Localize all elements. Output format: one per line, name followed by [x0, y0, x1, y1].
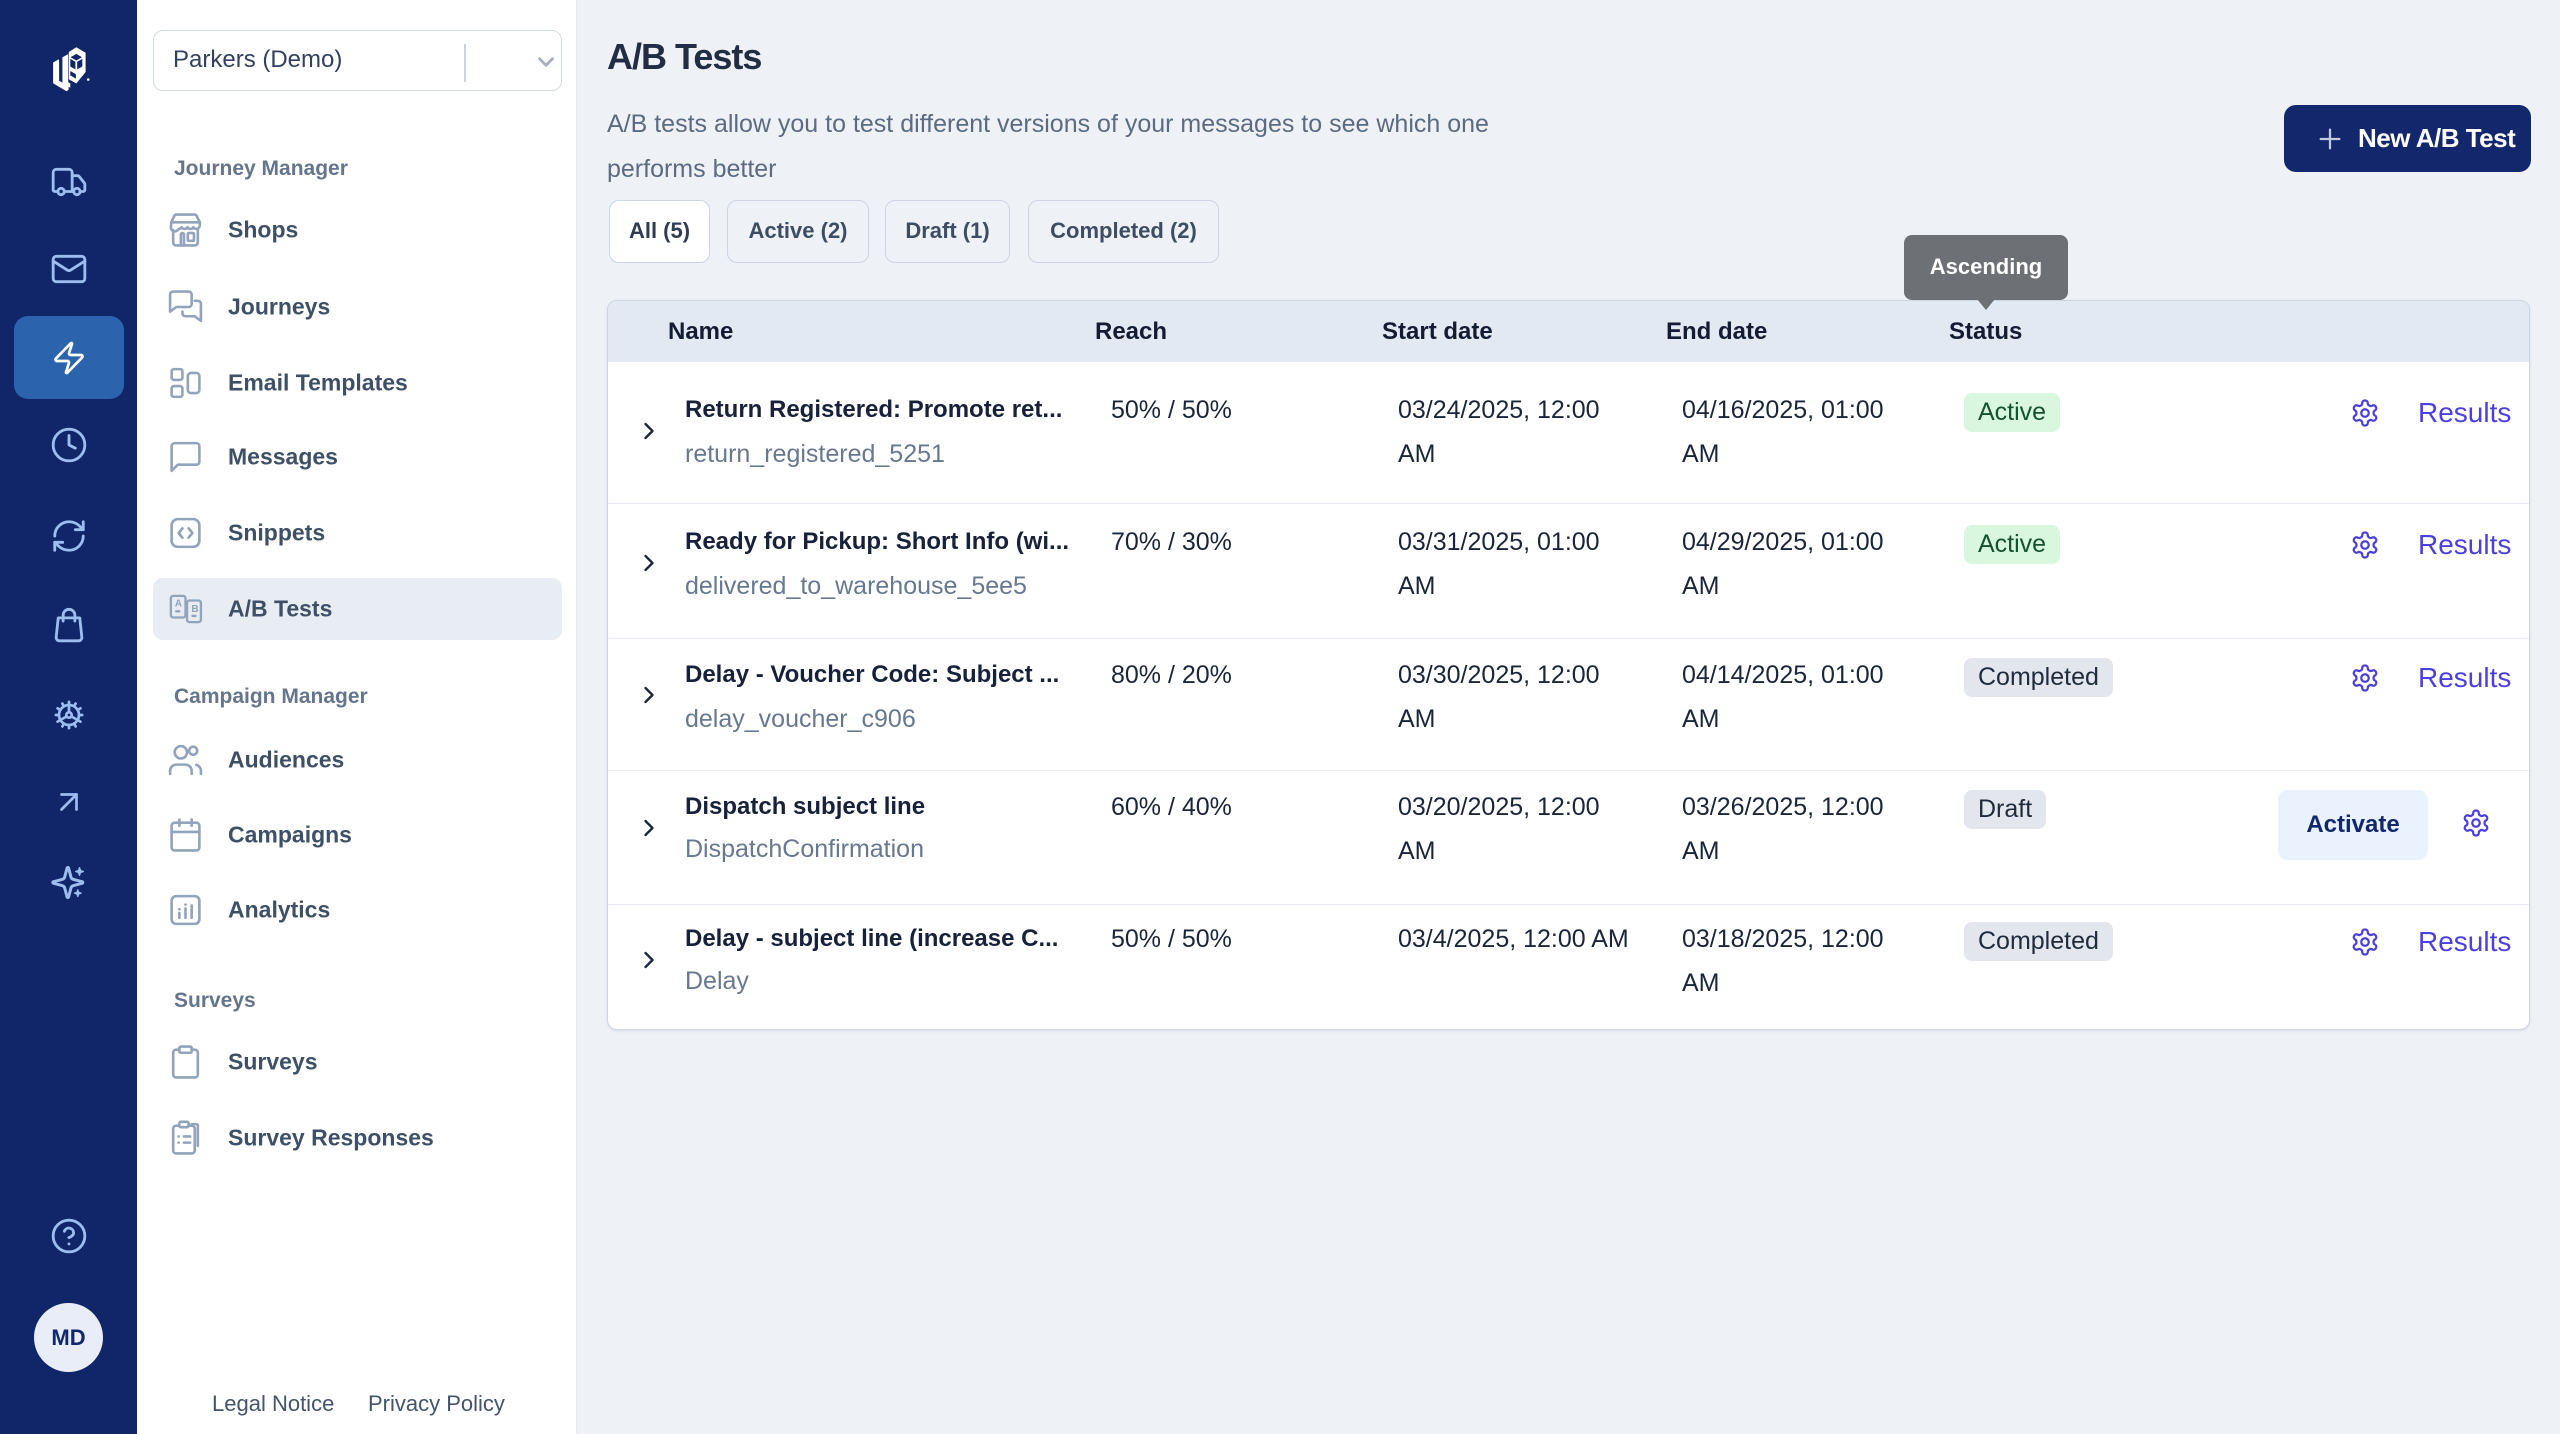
- svg-text:B: B: [191, 604, 198, 615]
- svg-text:A: A: [175, 599, 182, 610]
